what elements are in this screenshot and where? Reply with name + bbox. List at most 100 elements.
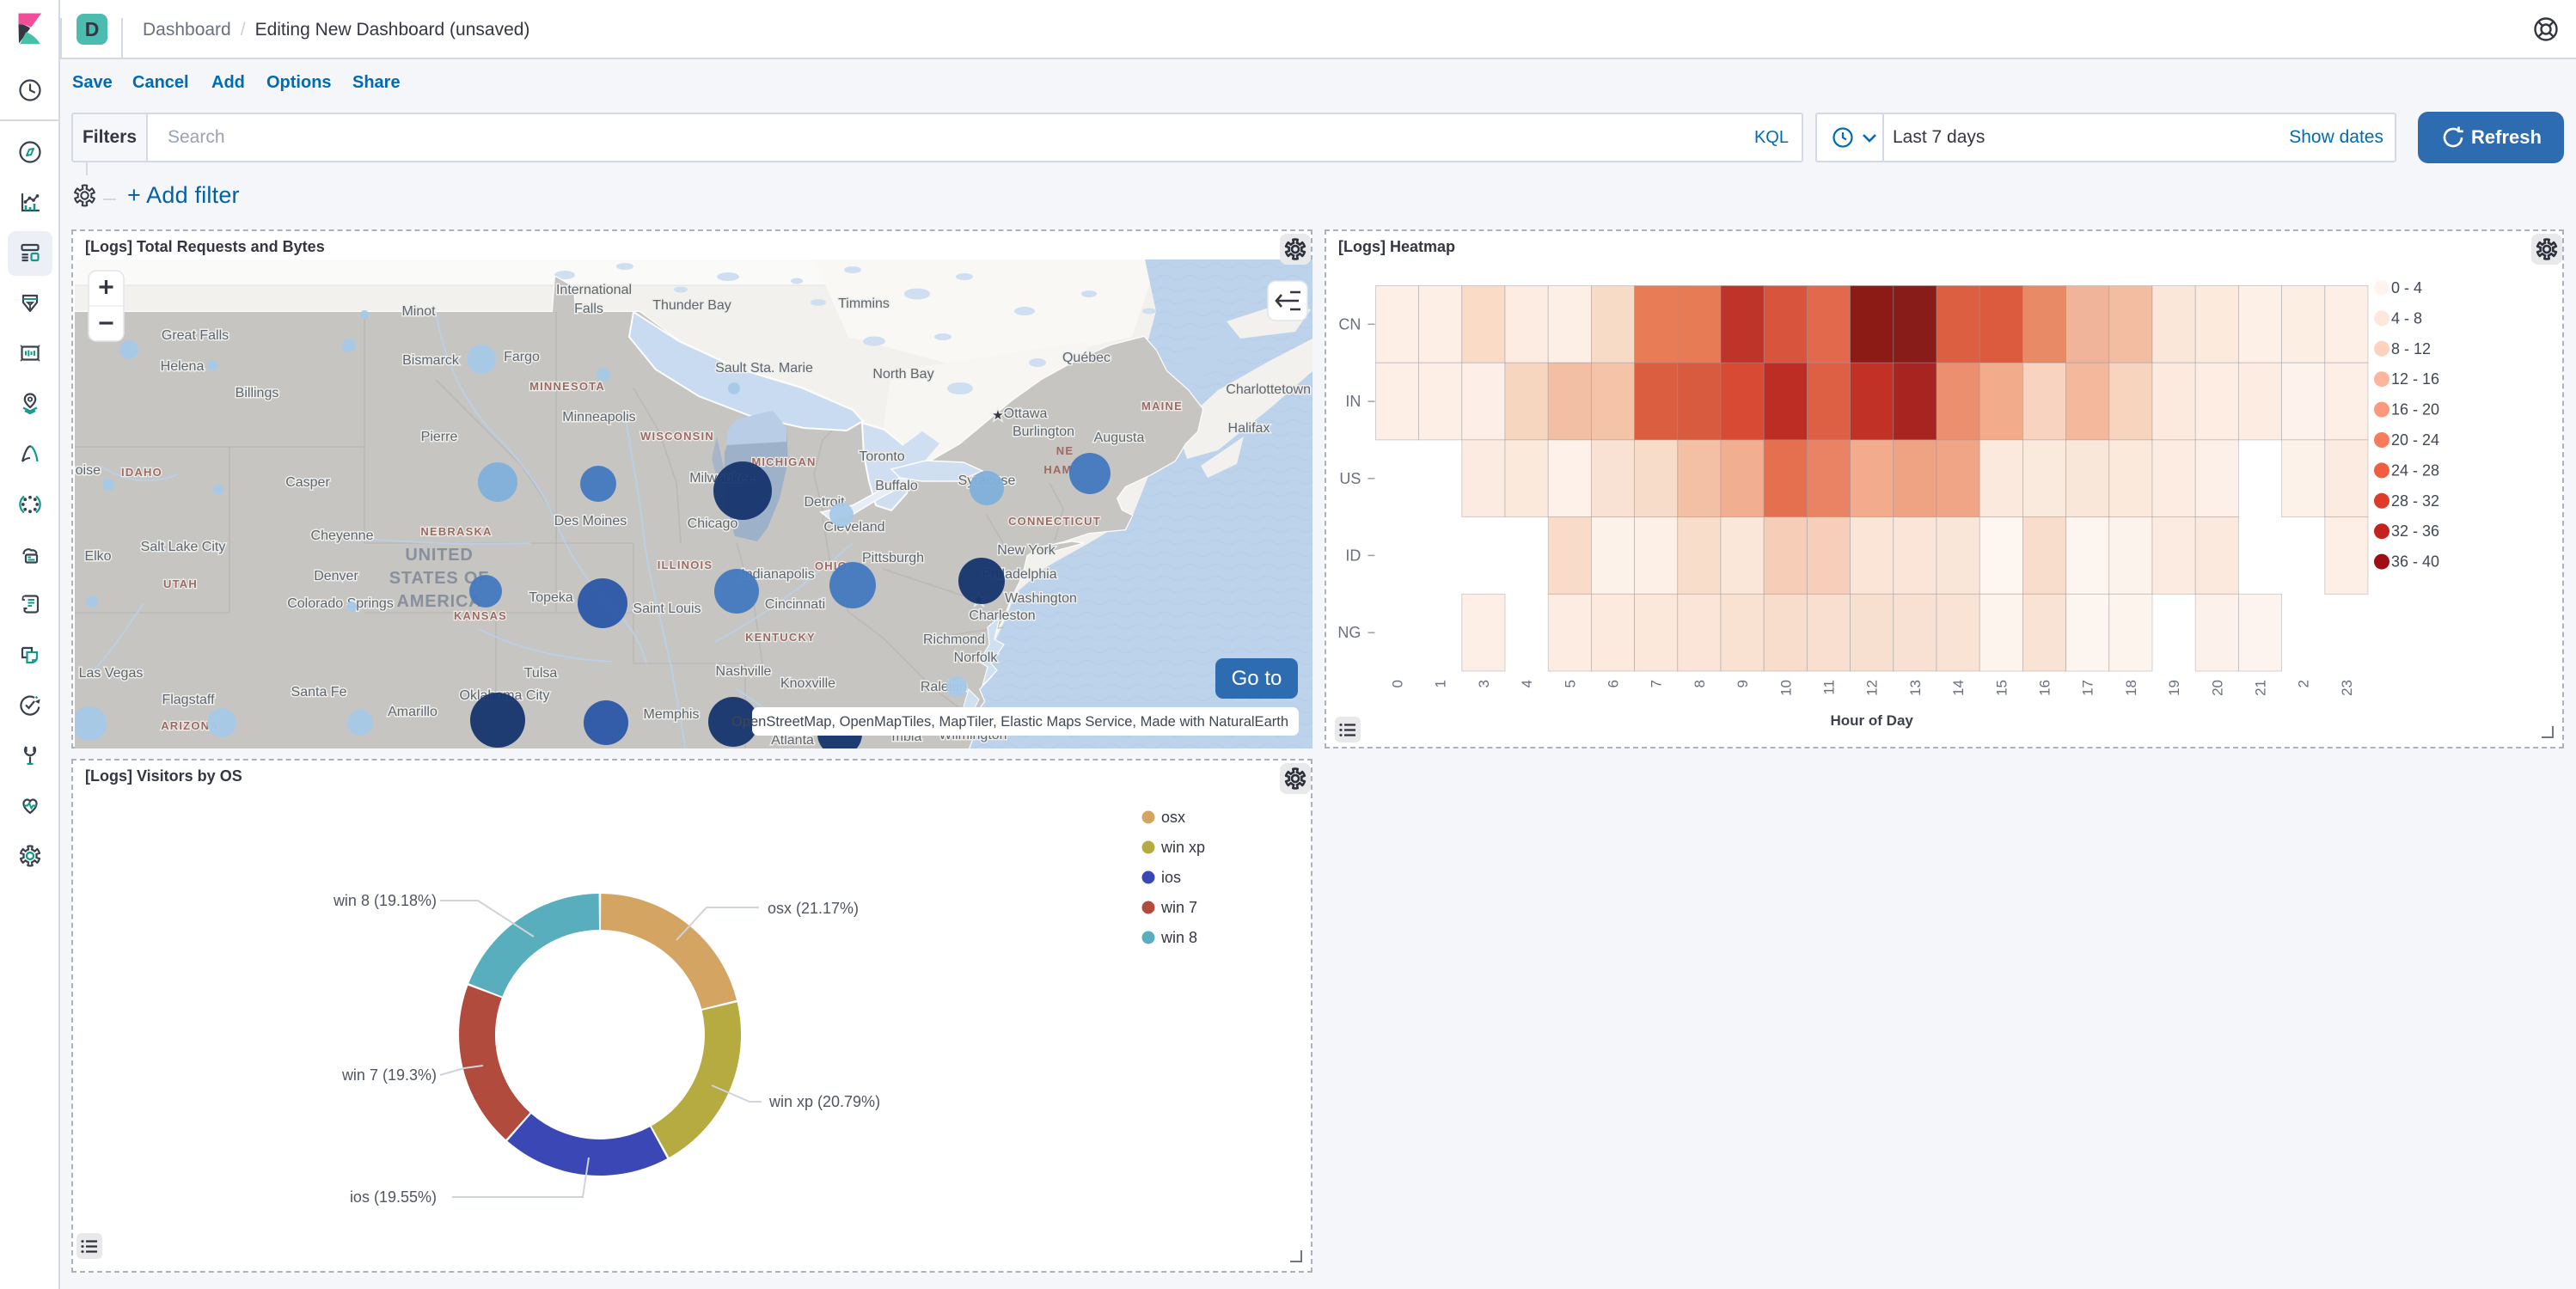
svg-text:Colorado Springs: Colorado Springs (287, 596, 394, 611)
svg-text:16: 16 (2037, 680, 2053, 696)
svg-text:11: 11 (1821, 680, 1838, 695)
svg-text:7: 7 (1649, 680, 1665, 687)
svg-text:New York: New York (997, 543, 1056, 558)
svg-text:Toronto: Toronto (859, 449, 904, 464)
svg-text:Knoxville: Knoxville (780, 676, 835, 691)
svg-text:KANSAS: KANSAS (454, 609, 507, 622)
svg-text:Nashville: Nashville (716, 664, 772, 679)
svg-text:NEBRASKA: NEBRASKA (420, 525, 492, 538)
svg-text:10: 10 (1778, 680, 1794, 696)
svg-text:US: US (1339, 470, 1361, 487)
svg-text:4 - 8: 4 - 8 (2391, 309, 2422, 327)
svg-text:ID: ID (1345, 547, 1361, 564)
svg-text:Des Moines: Des Moines (554, 514, 627, 528)
svg-text:Go to: Go to (1232, 667, 1282, 690)
svg-text:Denver: Denver (314, 569, 358, 583)
svg-text:17: 17 (2080, 680, 2096, 696)
svg-text:32 - 36: 32 - 36 (2391, 522, 2439, 540)
svg-text:win 7: win 7 (1160, 899, 1197, 916)
svg-text:Pittsburgh: Pittsburgh (862, 551, 924, 565)
svg-text:win xp (20.79%): win xp (20.79%) (768, 1093, 880, 1110)
svg-text:UTAH: UTAH (163, 577, 198, 590)
svg-text:3: 3 (1476, 680, 1492, 687)
svg-text:28 - 32: 28 - 32 (2391, 492, 2439, 510)
svg-text:Fargo: Fargo (504, 350, 540, 364)
svg-text:WISCONSIN: WISCONSIN (640, 430, 714, 443)
svg-text:Augusta: Augusta (1094, 431, 1145, 445)
svg-text:Elko: Elko (84, 549, 111, 564)
svg-text:Richmond: Richmond (923, 632, 985, 647)
svg-text:Buffalo: Buffalo (875, 479, 918, 493)
svg-text:MICHIGAN: MICHIGAN (751, 455, 816, 468)
svg-text:Atlanta: Atlanta (771, 733, 814, 748)
svg-text:1: 1 (1433, 680, 1449, 687)
svg-text:ILLINOIS: ILLINOIS (658, 559, 713, 571)
svg-text:Minot: Minot (401, 304, 436, 319)
svg-text:Hour of Day: Hour of Day (1831, 712, 1914, 729)
svg-text:Las Vegas: Las Vegas (79, 666, 144, 681)
svg-text:AMERICA: AMERICA (397, 592, 482, 611)
svg-text:8 - 12: 8 - 12 (2391, 340, 2431, 357)
svg-text:Cheyenne: Cheyenne (311, 528, 374, 543)
svg-text:CONNECTICUT: CONNECTICUT (1008, 515, 1101, 528)
svg-text:36 - 40: 36 - 40 (2391, 553, 2439, 571)
svg-text:Halifax: Halifax (1228, 421, 1270, 436)
svg-text:18: 18 (2123, 680, 2139, 696)
svg-text:CN: CN (1338, 315, 1361, 333)
svg-text:Thunder Bay: Thunder Bay (652, 298, 731, 313)
svg-text:Amarillo: Amarillo (388, 705, 437, 719)
svg-text:win 8 (19.18%): win 8 (19.18%) (333, 892, 437, 909)
svg-text:Falls: Falls (574, 302, 603, 316)
svg-text:Charleston: Charleston (969, 608, 1035, 623)
svg-text:12 - 16: 12 - 16 (2391, 370, 2439, 388)
svg-text:Salt Lake City: Salt Lake City (141, 540, 226, 554)
svg-text:9: 9 (1735, 680, 1751, 687)
svg-text:8: 8 (1692, 680, 1708, 687)
svg-text:UNITED: UNITED (405, 546, 473, 565)
svg-text:16 - 20: 16 - 20 (2391, 401, 2439, 418)
svg-text:★: ★ (992, 408, 1003, 423)
svg-text:24 - 28: 24 - 28 (2391, 461, 2439, 479)
svg-text:IN: IN (1345, 393, 1361, 410)
svg-text:ARIZONA: ARIZONA (161, 719, 219, 732)
svg-text:ios: ios (1161, 869, 1181, 886)
svg-text:Timmins: Timmins (838, 296, 890, 311)
svg-text:KENTUCKY: KENTUCKY (745, 631, 816, 644)
svg-text:Indianapolis: Indianapolis (741, 567, 814, 582)
svg-text:International: International (556, 283, 632, 297)
svg-text:Santa Fe: Santa Fe (291, 685, 347, 699)
svg-text:Saint Louis: Saint Louis (633, 602, 701, 616)
svg-text:Helena: Helena (161, 359, 205, 374)
svg-text:Washington: Washington (1005, 591, 1077, 606)
svg-text:Pierre: Pierre (421, 430, 458, 444)
svg-text:win 7 (19.3%): win 7 (19.3%) (341, 1066, 437, 1084)
svg-text:North Bay: North Bay (872, 367, 933, 382)
svg-text:0 - 4: 0 - 4 (2391, 279, 2422, 296)
svg-text:Minneapolis: Minneapolis (562, 410, 635, 425)
svg-text:MAINE: MAINE (1141, 400, 1183, 412)
svg-text:Ottawa: Ottawa (1004, 406, 1048, 421)
svg-text:13: 13 (1907, 680, 1924, 696)
svg-text:Billings: Billings (236, 386, 279, 400)
svg-text:win xp: win xp (1160, 839, 1205, 856)
svg-text:20 - 24: 20 - 24 (2391, 431, 2439, 449)
svg-text:win 8: win 8 (1160, 929, 1197, 946)
svg-text:Topeka: Topeka (529, 590, 573, 605)
svg-text:Burlington: Burlington (1013, 425, 1074, 439)
svg-text:Sault Sta. Marie: Sault Sta. Marie (715, 361, 813, 376)
svg-text:MINNESOTA: MINNESOTA (529, 380, 605, 393)
svg-text:Québec: Québec (1062, 351, 1111, 365)
svg-text:2: 2 (2296, 680, 2312, 687)
svg-text:Flagstaff: Flagstaff (162, 693, 215, 707)
svg-text:Charlottetown: Charlottetown (1226, 382, 1311, 397)
svg-text:ios (19.55%): ios (19.55%) (350, 1188, 437, 1206)
svg-text:osx: osx (1161, 809, 1185, 826)
svg-text:Boise: Boise (75, 463, 101, 478)
svg-text:Chicago: Chicago (688, 516, 738, 531)
svg-text:OpenStreetMap, OpenMapTiles, M: OpenStreetMap, OpenMapTiles, MapTiler, E… (731, 714, 1288, 730)
svg-text:Tulsa: Tulsa (524, 666, 558, 681)
svg-text:STATES OF: STATES OF (389, 569, 489, 588)
svg-text:Bismarck: Bismarck (402, 353, 460, 368)
svg-text:Cincinnati: Cincinnati (765, 597, 825, 612)
svg-text:21: 21 (2253, 680, 2269, 696)
